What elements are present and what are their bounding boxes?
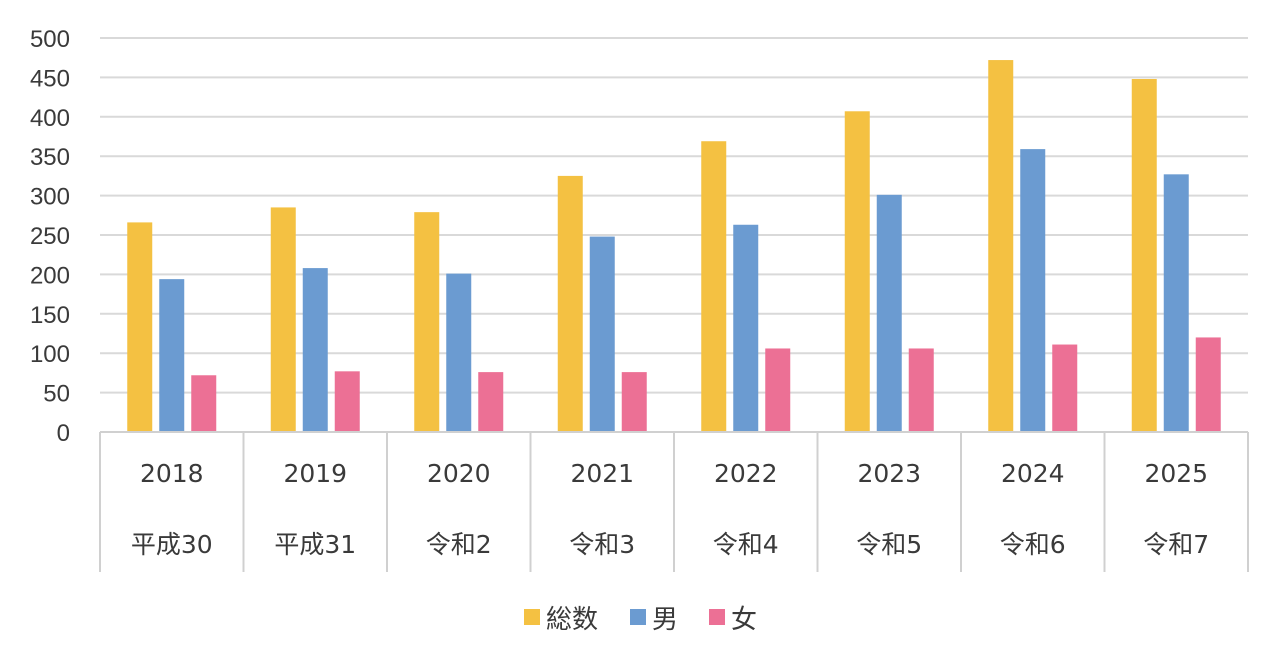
- x-tick-label-year: 2023: [857, 459, 921, 488]
- y-tick-label: 400: [30, 105, 70, 132]
- x-tick-label-era: 令和7: [1143, 530, 1209, 559]
- y-tick-label: 0: [57, 420, 70, 447]
- x-tick-label-year: 2021: [570, 459, 634, 488]
- bar: [127, 222, 153, 432]
- bar: [589, 236, 615, 432]
- bar: [446, 273, 472, 432]
- bar: [988, 60, 1014, 433]
- bar: [844, 111, 870, 432]
- bar: [557, 175, 583, 432]
- y-tick-label: 450: [30, 65, 70, 92]
- x-tick-label-era: 令和4: [713, 530, 779, 559]
- category-axis: 2018 平成30 2019 平成31 2020 令和2 2021 令和3 2022 令和4 202…: [99, 431, 1249, 572]
- y-axis-ticks: 0 50 100 150 200 250 300 350 400 450 500: [30, 26, 70, 447]
- bar: [414, 212, 440, 432]
- legend-swatch: [630, 609, 646, 625]
- bar: [191, 375, 217, 432]
- bar: [1163, 174, 1189, 432]
- legend-label: 男: [652, 605, 678, 635]
- bar: [1131, 78, 1157, 432]
- legend-label: 総数: [546, 605, 598, 635]
- y-tick-label: 250: [30, 223, 70, 250]
- bar: [908, 348, 934, 432]
- bar: [478, 372, 504, 432]
- legend-swatch: [709, 609, 725, 625]
- y-tick-label: 200: [30, 262, 70, 289]
- x-tick-label-era: 令和3: [569, 530, 635, 559]
- bar: [334, 371, 360, 432]
- bar: [1020, 149, 1046, 432]
- y-tick-label: 300: [30, 184, 70, 211]
- bar: [270, 207, 296, 432]
- x-tick-label-era: 平成30: [131, 530, 213, 559]
- y-tick-label: 150: [30, 302, 70, 329]
- y-tick-label: 500: [30, 26, 70, 53]
- x-tick-label-year: 2019: [283, 459, 347, 488]
- bar: [1195, 337, 1221, 432]
- x-tick-label-year: 2024: [1001, 459, 1065, 488]
- bar: [876, 194, 902, 432]
- bar: [302, 268, 328, 432]
- x-tick-label-era: 令和2: [426, 530, 492, 559]
- legend-swatch: [524, 609, 540, 625]
- bar: [765, 348, 791, 432]
- x-tick-label-era: 平成31: [274, 530, 356, 559]
- y-tick-label: 50: [43, 381, 70, 408]
- bar: [701, 141, 727, 432]
- y-tick-label: 100: [30, 341, 70, 368]
- bar: [733, 224, 759, 432]
- x-tick-label-era: 令和5: [856, 530, 922, 559]
- bar: [159, 279, 185, 432]
- x-tick-label-era: 令和6: [1000, 530, 1066, 559]
- x-tick-label-year: 2018: [140, 459, 204, 488]
- bar: [621, 372, 647, 432]
- legend: 総数 男 女: [524, 605, 757, 635]
- x-tick-label-year: 2022: [714, 459, 778, 488]
- y-tick-label: 350: [30, 144, 70, 171]
- x-tick-label-year: 2025: [1144, 459, 1208, 488]
- bar: [1052, 344, 1078, 432]
- legend-label: 女: [731, 605, 757, 635]
- x-tick-label-year: 2020: [427, 459, 491, 488]
- bars: [127, 60, 1221, 433]
